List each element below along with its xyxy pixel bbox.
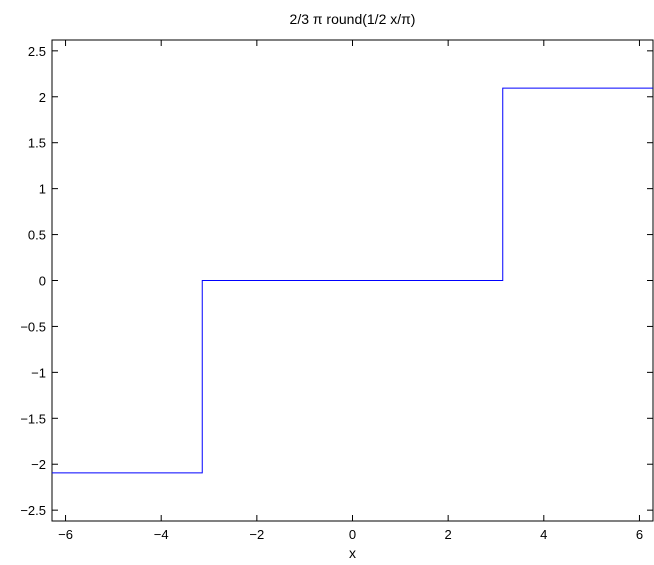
ticks-layer: −6 −4 −2 0 2 4 6 −2.5 −2 −1.5 −1 −0.5 0 0.5 1 1.5 2 2.5 — [20, 40, 653, 542]
x-tick-label: −6 — [58, 527, 73, 542]
y-tick-label: −1.5 — [20, 411, 46, 426]
x-tick-label: −4 — [154, 527, 169, 542]
x-tick-label: 4 — [540, 527, 547, 542]
y-tick-label: 2.5 — [28, 44, 46, 59]
series-line — [52, 87, 653, 474]
y-tick-label: 2 — [39, 90, 46, 105]
y-tick-label: 0 — [39, 274, 46, 289]
chart-title: 2/3 π round(1/2 x/π) — [290, 11, 416, 27]
y-tick-label: 0.5 — [28, 228, 46, 243]
x-tick-label: 0 — [349, 527, 356, 542]
y-tick-label: −2 — [31, 457, 46, 472]
series-layer — [52, 87, 653, 474]
y-tick-label: 1 — [39, 182, 46, 197]
x-tick-label: 6 — [636, 527, 643, 542]
y-tick-label: −0.5 — [20, 319, 46, 334]
x-tick-label: −2 — [249, 527, 264, 542]
x-axis-label: x — [349, 545, 356, 561]
y-tick-label: −1 — [31, 365, 46, 380]
y-tick-label: −2.5 — [20, 503, 46, 518]
y-tick-label: 1.5 — [28, 136, 46, 151]
x-tick-label: 2 — [445, 527, 452, 542]
